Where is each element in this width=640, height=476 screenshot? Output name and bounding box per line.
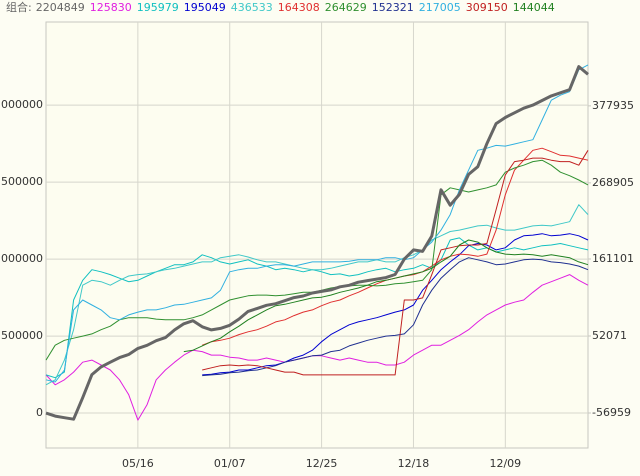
y-tick-label: 1500000 (0, 175, 43, 188)
x-tick-label: 12/18 (398, 457, 430, 470)
legend-entry: 195979 (137, 1, 179, 14)
legend-entry: 125830 (90, 1, 132, 14)
y-tick-label: 1000000 (0, 252, 43, 265)
x-tick-label: 05/16 (122, 457, 154, 470)
legend-entry: 144044 (513, 1, 555, 14)
legend: 2204849 125830 195979 195049 436533 164308 264… (36, 1, 555, 14)
legend-entry: 309150 (466, 1, 508, 14)
legend-entry: 436533 (231, 1, 273, 14)
y2-tick-label: 377935 (592, 99, 634, 112)
series-line (202, 233, 589, 376)
plot-area (45, 21, 589, 449)
legend-entry: 164308 (278, 1, 320, 14)
legend-entry: 2204849 (36, 1, 85, 14)
y2-tick-label: -56959 (592, 406, 631, 419)
y-tick-label: 2000000 (0, 98, 43, 111)
legend-entry: 195049 (184, 1, 226, 14)
series-line (45, 204, 589, 386)
x-tick-label: 12/09 (489, 457, 521, 470)
y2-tick-label: 52071 (592, 329, 627, 342)
x-tick-label: 12/25 (306, 457, 338, 470)
y-tick-label: 500000 (1, 329, 43, 342)
series-line (202, 150, 589, 376)
series-line (45, 65, 589, 421)
series-line (183, 239, 589, 353)
x-tick-label: 01/07 (214, 457, 246, 470)
legend-entry: 217005 (419, 1, 461, 14)
legend-entry: 152321 (372, 1, 414, 14)
y2-tick-label: 161101 (592, 252, 634, 265)
series-line (45, 64, 589, 383)
y-tick-label: 0 (36, 406, 43, 419)
legend-entry: 264629 (325, 1, 367, 14)
chart-title: 组合: (6, 0, 32, 14)
series-line (45, 237, 589, 379)
y2-tick-label: 268905 (592, 176, 634, 189)
